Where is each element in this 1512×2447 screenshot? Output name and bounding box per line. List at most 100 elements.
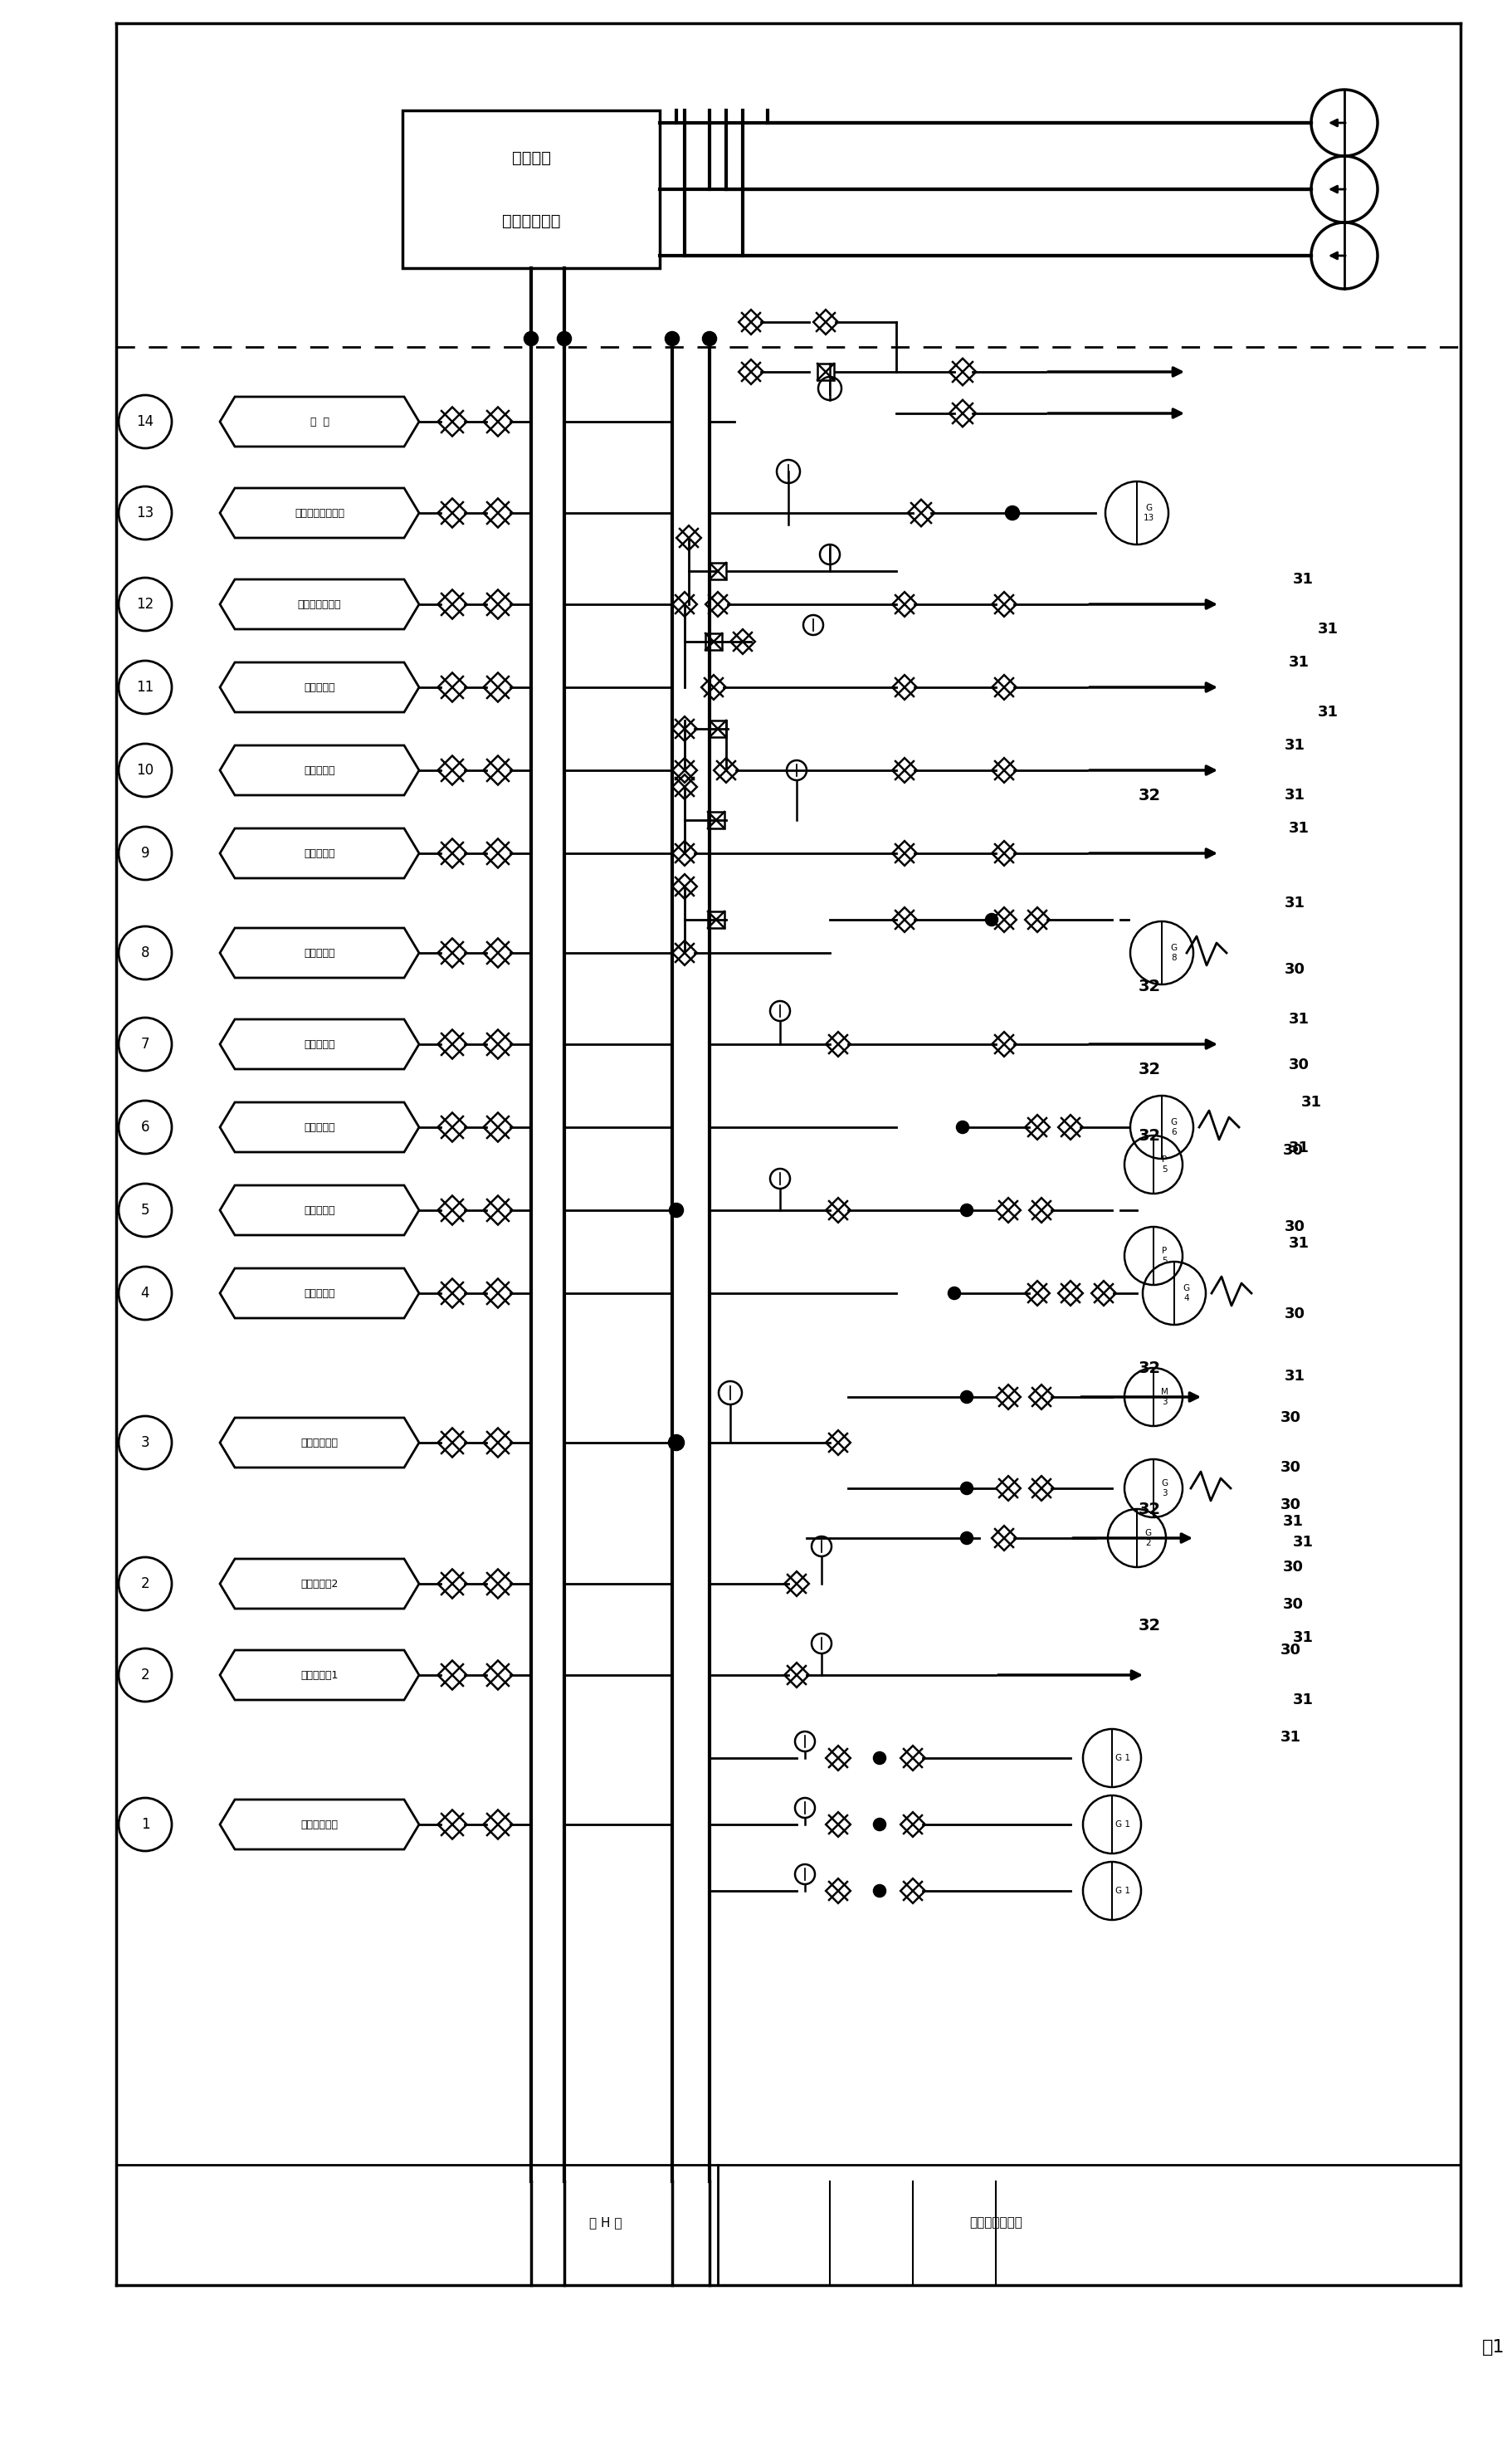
Text: 30: 30 xyxy=(1281,1642,1300,1657)
Text: 31: 31 xyxy=(1282,1515,1303,1529)
Circle shape xyxy=(874,1884,886,1896)
Text: 双循燥水切: 双循燥水切 xyxy=(304,849,336,859)
Text: 31: 31 xyxy=(1293,1534,1314,1549)
Text: 12: 12 xyxy=(136,597,154,612)
Text: 30: 30 xyxy=(1282,1559,1303,1573)
Text: 31: 31 xyxy=(1284,896,1305,910)
Text: 切回发水升: 切回发水升 xyxy=(304,1287,336,1299)
Text: 14: 14 xyxy=(136,414,154,428)
Text: 2: 2 xyxy=(141,1576,150,1591)
Text: G
8: G 8 xyxy=(1170,945,1178,962)
Bar xyxy=(709,719,726,737)
Text: 9: 9 xyxy=(141,847,150,861)
Text: M
3: M 3 xyxy=(1161,1387,1169,1407)
Text: P
5: P 5 xyxy=(1161,1248,1167,1265)
Text: 32: 32 xyxy=(1139,1062,1161,1077)
Text: 31: 31 xyxy=(1288,1140,1309,1155)
Bar xyxy=(708,910,724,927)
Text: 锅  炉: 锅 炉 xyxy=(310,416,330,428)
Text: 8: 8 xyxy=(141,945,150,959)
Text: 30: 30 xyxy=(1288,1057,1309,1072)
Circle shape xyxy=(665,333,679,345)
Text: 监视膨胀口1: 监视膨胀口1 xyxy=(301,1669,339,1681)
Circle shape xyxy=(703,333,717,345)
Text: 32: 32 xyxy=(1139,1617,1161,1632)
Text: 31: 31 xyxy=(1281,1730,1300,1745)
Text: 火系统输编订: 火系统输编订 xyxy=(502,213,561,228)
Text: 2: 2 xyxy=(141,1666,150,1684)
Text: 10: 10 xyxy=(136,763,154,778)
Text: 30: 30 xyxy=(1281,1461,1300,1476)
Circle shape xyxy=(957,1121,969,1133)
Circle shape xyxy=(668,1434,683,1451)
Text: G
2: G 2 xyxy=(1145,1529,1151,1547)
Circle shape xyxy=(962,1532,972,1544)
Text: 31: 31 xyxy=(1284,788,1305,803)
Text: 31: 31 xyxy=(1293,1693,1314,1708)
Bar xyxy=(708,812,724,830)
Text: 7: 7 xyxy=(141,1038,150,1052)
Text: 32: 32 xyxy=(1139,979,1161,993)
Text: G
13: G 13 xyxy=(1143,504,1154,521)
Text: P
5: P 5 xyxy=(1161,1155,1167,1175)
Circle shape xyxy=(962,1204,972,1216)
Text: 31: 31 xyxy=(1293,573,1314,587)
Text: G 1: G 1 xyxy=(1116,1887,1131,1894)
Bar xyxy=(818,365,835,379)
Text: 30: 30 xyxy=(1284,962,1305,976)
Text: 31: 31 xyxy=(1284,1368,1305,1383)
Text: 软电导率交叉切口: 软电导率交叉切口 xyxy=(295,507,345,519)
Text: 31: 31 xyxy=(1288,820,1309,837)
Bar xyxy=(402,110,659,269)
Circle shape xyxy=(670,1204,683,1216)
Text: 5: 5 xyxy=(141,1204,150,1219)
Text: 11: 11 xyxy=(136,680,154,695)
Text: 32: 32 xyxy=(1139,1128,1161,1143)
Text: 31: 31 xyxy=(1288,656,1309,670)
Text: 30: 30 xyxy=(1282,1143,1303,1157)
Text: 监视水关口口: 监视水关口口 xyxy=(301,1818,339,1830)
Circle shape xyxy=(874,1818,886,1830)
Circle shape xyxy=(948,1287,960,1299)
Bar xyxy=(709,563,726,580)
Text: 32: 32 xyxy=(1139,1500,1161,1517)
Text: 30: 30 xyxy=(1281,1409,1300,1424)
Text: 双循燥水升: 双循燥水升 xyxy=(304,947,336,959)
Text: 系 H 联: 系 H 联 xyxy=(590,2217,621,2229)
Text: G
6: G 6 xyxy=(1170,1118,1178,1135)
Text: 细型膨胀水口: 细型膨胀水口 xyxy=(301,1436,339,1449)
Text: G
3: G 3 xyxy=(1161,1480,1167,1498)
Text: G
4: G 4 xyxy=(1182,1285,1190,1302)
Text: 31: 31 xyxy=(1293,1630,1314,1644)
Text: 系统控制板水板: 系统控制板水板 xyxy=(969,2217,1022,2229)
Text: 30: 30 xyxy=(1284,1307,1305,1321)
Text: 循层挡水栅: 循层挡水栅 xyxy=(304,766,336,776)
Text: 4: 4 xyxy=(141,1285,150,1302)
Text: 图1: 图1 xyxy=(1482,2339,1504,2356)
Text: 整编组份: 整编组份 xyxy=(511,149,550,166)
Text: 切回发水切: 切回发水切 xyxy=(304,1204,336,1216)
Text: 混层燥水升: 混层燥水升 xyxy=(304,1121,336,1133)
Circle shape xyxy=(1005,507,1019,519)
Text: 整组发展关闭口: 整组发展关闭口 xyxy=(298,600,342,609)
Text: 1: 1 xyxy=(141,1818,150,1833)
Text: 13: 13 xyxy=(136,507,154,521)
Text: 3: 3 xyxy=(141,1434,150,1451)
Text: 32: 32 xyxy=(1139,1361,1161,1375)
Text: 31: 31 xyxy=(1317,622,1338,636)
Text: 出层挡水栅: 出层挡水栅 xyxy=(304,683,336,693)
Text: 6: 6 xyxy=(141,1121,150,1135)
Circle shape xyxy=(558,333,572,345)
Text: 32: 32 xyxy=(1139,788,1161,803)
Text: G 1: G 1 xyxy=(1116,1821,1131,1828)
Text: 30: 30 xyxy=(1282,1598,1303,1613)
Text: 混层燥水切: 混层燥水切 xyxy=(304,1040,336,1050)
Bar xyxy=(706,634,721,651)
Text: 31: 31 xyxy=(1288,1013,1309,1028)
Text: 30: 30 xyxy=(1284,1219,1305,1233)
Text: 31: 31 xyxy=(1317,705,1338,719)
Text: G 1: G 1 xyxy=(1116,1754,1131,1762)
Text: 31: 31 xyxy=(1284,739,1305,754)
Text: 31: 31 xyxy=(1288,1236,1309,1250)
Circle shape xyxy=(874,1752,886,1764)
